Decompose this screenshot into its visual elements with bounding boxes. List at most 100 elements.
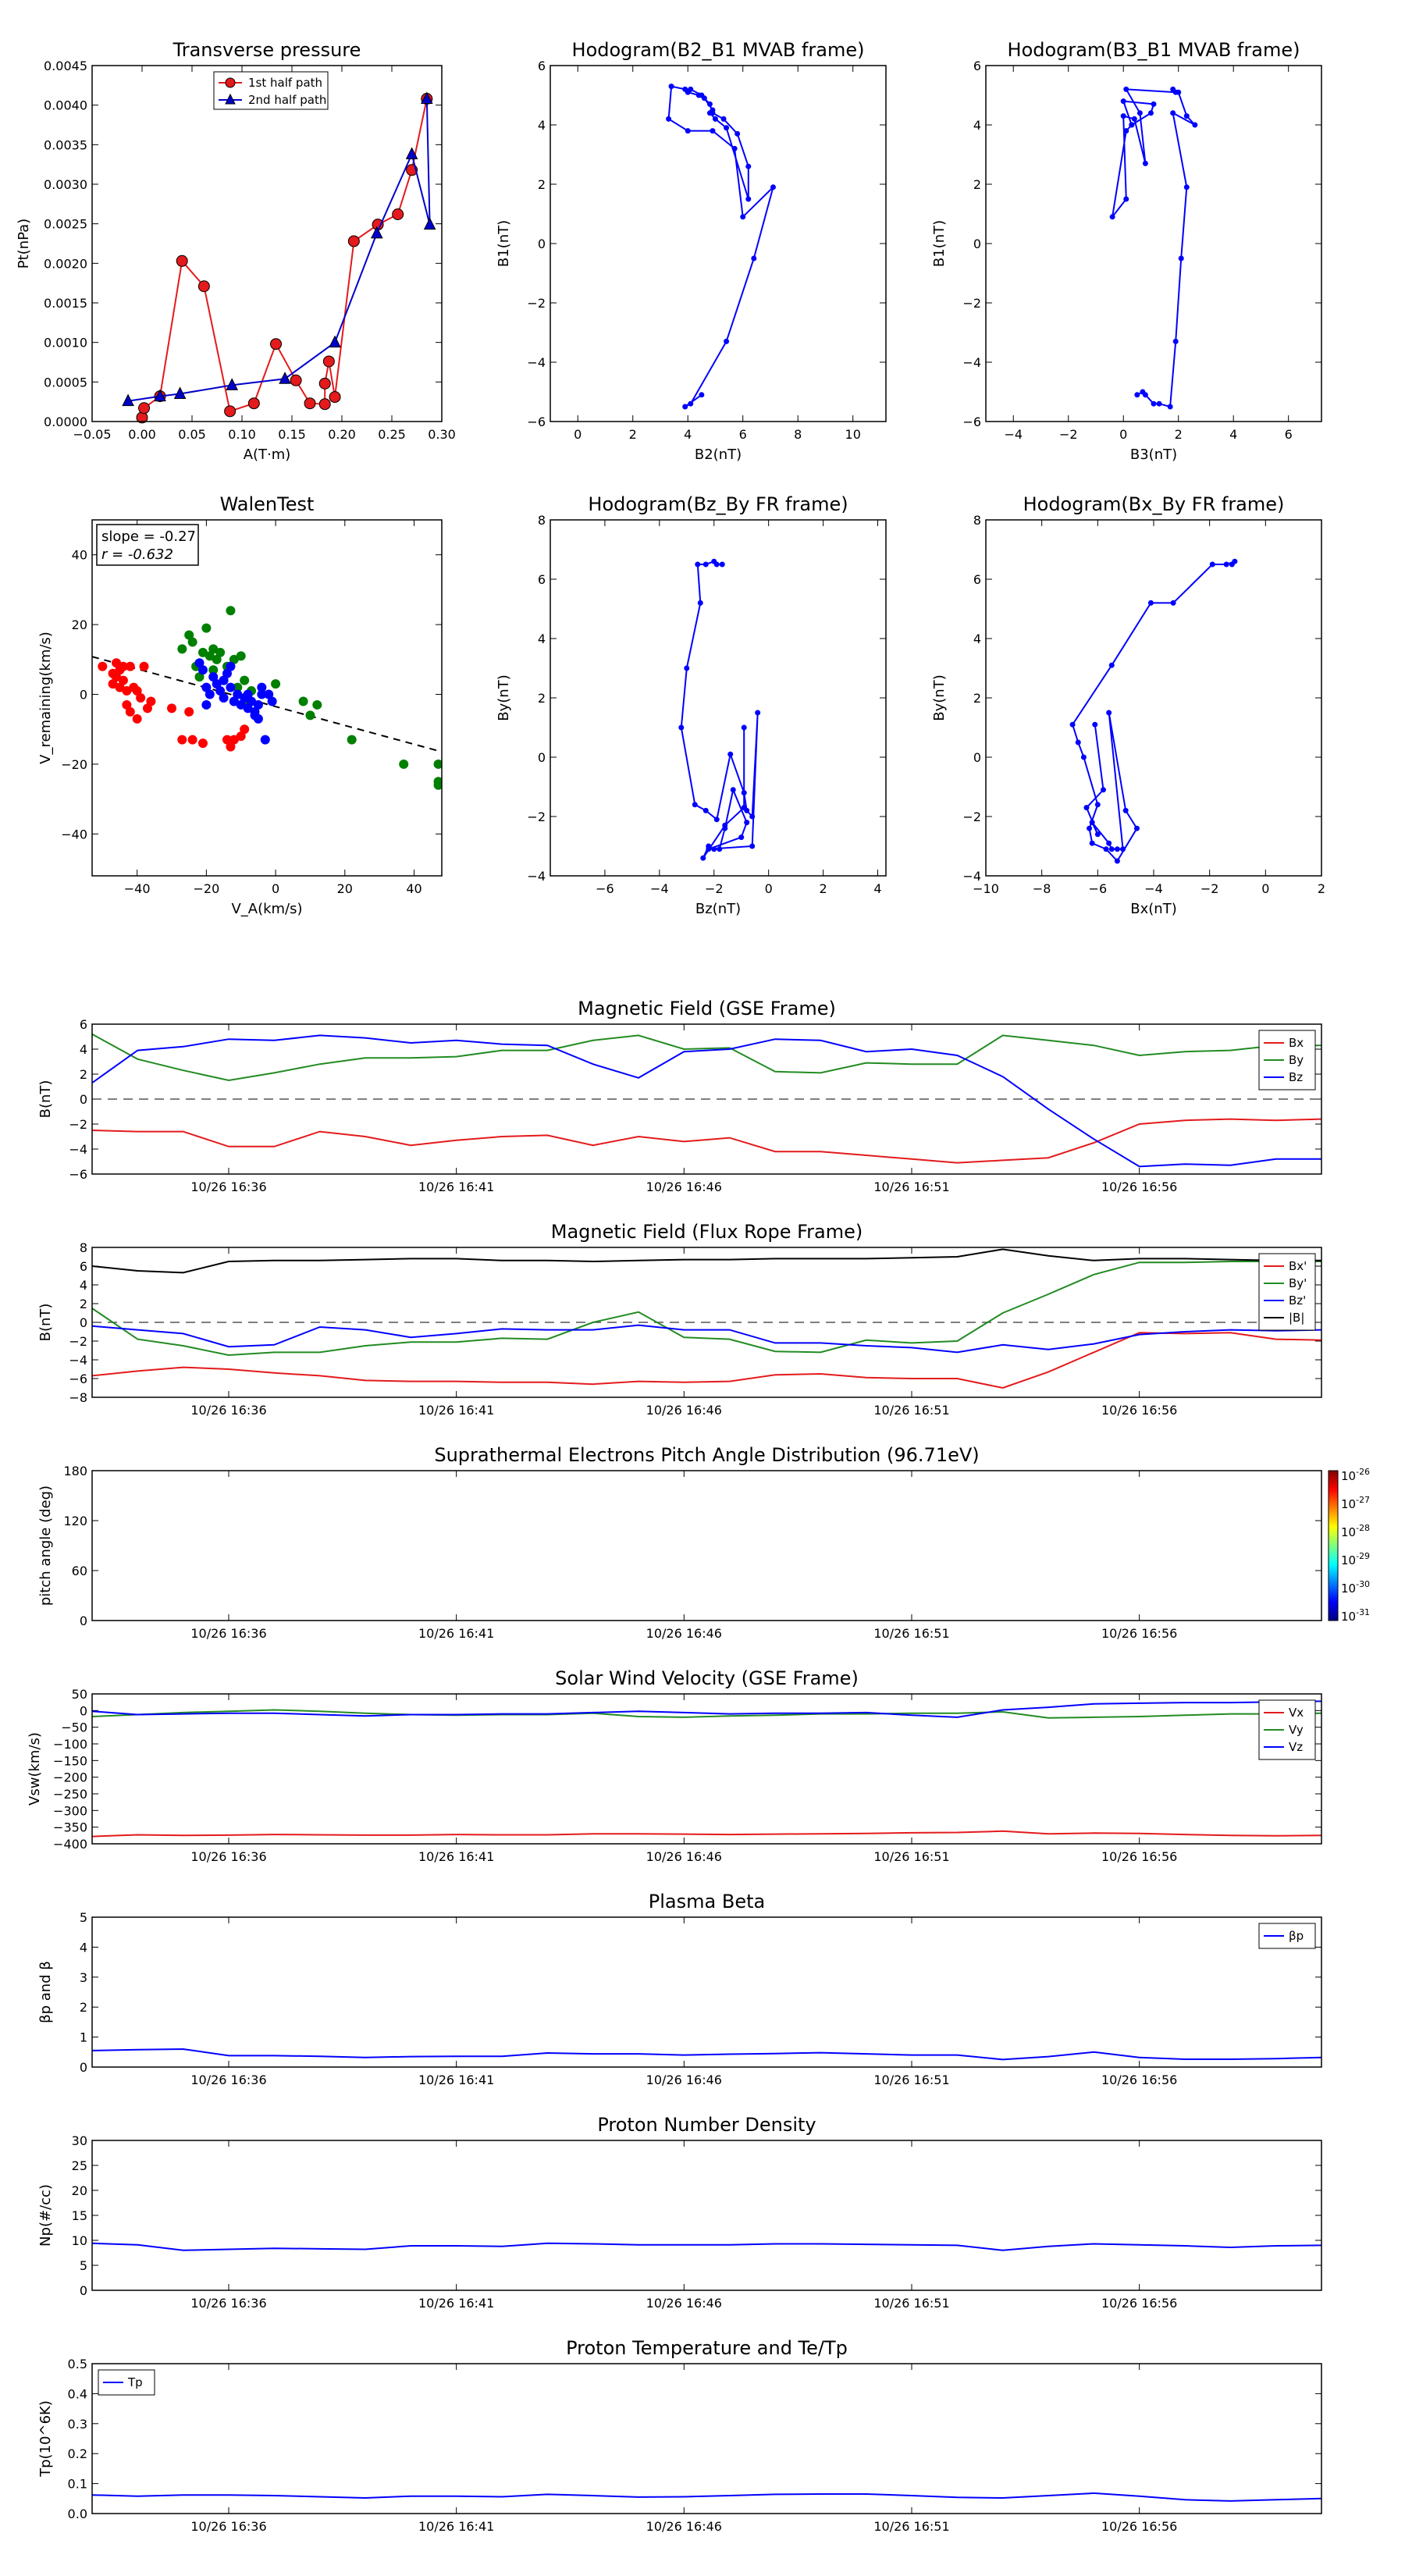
walen-series-1-point xyxy=(208,665,219,675)
walen-series-0-point xyxy=(115,682,125,692)
walen-series-2-point xyxy=(260,735,270,745)
h31-ytick-label: 2 xyxy=(973,177,981,192)
bgse-legend: Bx By Bz xyxy=(1258,1030,1316,1091)
h21-path xyxy=(667,85,775,407)
bfr-legend-label: |B| xyxy=(1289,1311,1304,1325)
walen-series-2-point xyxy=(233,689,243,699)
vsw-series-0-line xyxy=(92,1830,1321,1838)
h21-ytick-label: −6 xyxy=(527,415,546,429)
hxy-point xyxy=(1108,662,1115,668)
h31-point xyxy=(1156,400,1162,407)
walen-series-1-point xyxy=(433,759,442,769)
panel-bfr: Magnetic Field (Flux Rope Frame) −8 −6 −4 −2… xyxy=(37,1221,1322,1418)
bfr-ytick-label: 2 xyxy=(80,1297,87,1311)
walen-series-0-point xyxy=(118,675,128,685)
h31-point xyxy=(1131,116,1137,122)
h31-point xyxy=(1172,89,1179,95)
hzy-ytick-label: 6 xyxy=(538,572,546,587)
tpro-plot-area xyxy=(92,2492,1321,2502)
bfr-legend: Bx' By' Bz' |B| xyxy=(1258,1253,1316,1331)
hzy-point xyxy=(713,561,720,568)
panel-hxy: Hodogram(Bx_By FR frame) −4 −2 0 2 4 6 8 −10 −8 −6… xyxy=(931,493,1325,917)
tpro-ytick-label: 0.0 xyxy=(68,2507,87,2521)
h31-title: Hodogram(B3_B1 MVAB frame) xyxy=(1008,39,1300,61)
hxy-ytick-label: 6 xyxy=(973,572,981,587)
panel-walen: WalenTest −40 −20 0 20 40 −40 −20 0 20 40 V_A(km/s)… xyxy=(37,493,443,917)
walen-series-2-point xyxy=(222,668,232,678)
bgse-ytick-label: 2 xyxy=(80,1067,87,1082)
tp-xtick-label: 0.20 xyxy=(328,427,356,442)
panel-pad: Suprathermal Electrons Pitch Angle Distr… xyxy=(37,1444,1370,1641)
hxy-point xyxy=(1075,739,1081,745)
walen-series-0-point xyxy=(142,703,152,713)
h31-xtick-label: −2 xyxy=(1059,427,1078,442)
np-title: Proton Number Density xyxy=(597,2114,816,2136)
h21-point xyxy=(770,184,776,190)
tp-ytick-label: 0.0010 xyxy=(44,336,87,350)
h21-xtick-label: 4 xyxy=(684,427,692,442)
bfr-legend-label: By' xyxy=(1289,1276,1307,1290)
h21-ylabel: B1(nT) xyxy=(496,220,512,267)
tp-legend: 1st half path 2nd half path xyxy=(213,71,329,110)
np-ytick-label: 15 xyxy=(72,2208,87,2223)
tp-series-0-point xyxy=(290,374,302,386)
pad-ytick-label: 180 xyxy=(63,1464,87,1478)
bfr-legend-label: Bz' xyxy=(1289,1293,1306,1308)
hxy-point xyxy=(1120,846,1126,852)
vsw-series-1-line xyxy=(92,1709,1321,1719)
walen-series-0-point xyxy=(112,658,122,668)
vsw-ytick-label: −250 xyxy=(53,1787,87,1802)
h31-frame xyxy=(985,65,1322,422)
walen-series-2-point xyxy=(205,689,215,699)
walen-series-0-point xyxy=(146,696,156,706)
h21-point xyxy=(710,128,716,134)
walen-series-2-point xyxy=(226,682,236,692)
h31-point xyxy=(1183,184,1190,190)
tp-series-0-point xyxy=(138,402,151,415)
beta-ytick-label: 0 xyxy=(80,2060,87,2075)
hxy-point xyxy=(1080,754,1087,760)
walen-frame xyxy=(91,519,443,877)
hzy-point xyxy=(738,834,745,841)
bgse-ylabel: B(nT) xyxy=(37,1080,54,1119)
bgse-legend-label: By xyxy=(1289,1053,1304,1067)
tp-series-0-point xyxy=(322,355,335,368)
walen-series-2-point xyxy=(253,713,263,724)
tp-ylabel: Pt(nPa) xyxy=(16,219,32,269)
walen-series-1-point xyxy=(187,637,197,647)
walen-annotation: slope = -0.27r = -0.632 xyxy=(96,524,199,566)
bgse-ytick-label: −4 xyxy=(69,1142,87,1157)
tp-series-1-point xyxy=(154,389,166,402)
vsw-plot-area xyxy=(92,1700,1321,1838)
pad-colorbar-label: 10-29 xyxy=(1341,1551,1370,1567)
np-frame xyxy=(91,2140,1322,2291)
bfr-plot-area xyxy=(92,1248,1321,1389)
walen-slope-text: slope = -0.27 xyxy=(101,528,196,545)
h31-ytick-label: 0 xyxy=(973,237,981,251)
walen-xlabel: V_A(km/s) xyxy=(231,901,302,917)
h31-point xyxy=(1120,113,1126,119)
tp-series-0-point xyxy=(318,398,331,411)
walen-series-0-point xyxy=(229,735,239,745)
h21-point xyxy=(682,404,688,410)
tp-ytick-label: 0.0040 xyxy=(44,98,87,113)
tp-series-1-point xyxy=(420,91,433,105)
walen-series-1-point xyxy=(399,759,409,769)
h21-title: Hodogram(B2_B1 MVAB frame) xyxy=(572,39,865,61)
bfr-ytick-label: 8 xyxy=(80,1240,87,1255)
walen-title: WalenTest xyxy=(220,493,315,515)
tp-series-0-point xyxy=(176,254,188,267)
walen-series-2-point xyxy=(194,658,205,668)
tp-series-1-point xyxy=(122,393,134,407)
pad-colorbar-bar xyxy=(1328,1470,1339,1621)
walen-plot-area xyxy=(92,606,442,790)
tpro-title: Proton Temperature and Te/Tp xyxy=(566,2337,848,2359)
walen-series-1-point xyxy=(305,710,315,720)
hzy-point xyxy=(741,790,747,796)
tp-series-1-point xyxy=(405,147,418,159)
beta-plot-area xyxy=(92,2048,1321,2061)
hzy-point xyxy=(749,813,756,820)
tp-series-1-point xyxy=(329,335,341,348)
walen-series-2-point xyxy=(229,696,239,706)
h21-xlabel: B2(nT) xyxy=(695,447,742,463)
